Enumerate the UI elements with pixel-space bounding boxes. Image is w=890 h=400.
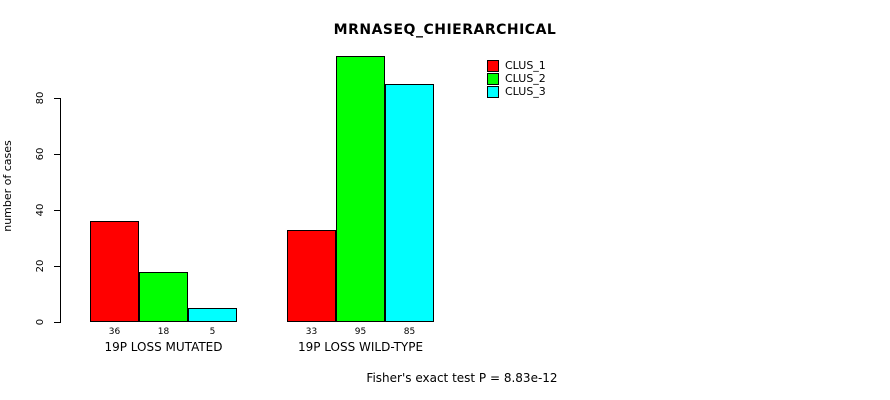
bar-value-label: 5 xyxy=(209,327,216,337)
fisher-test-annotation: Fisher's exact test P = 8.83e-12 xyxy=(366,371,558,385)
bar-value-label: 36 xyxy=(108,327,121,337)
y-tick-label: 0 xyxy=(35,318,46,326)
bar-value-label: 95 xyxy=(354,327,367,337)
legend: CLUS_1 CLUS_2 CLUS_3 xyxy=(487,59,546,98)
bar-clus_2-group-1 xyxy=(139,272,188,322)
y-tick xyxy=(54,210,60,211)
legend-swatch-clus-3 xyxy=(487,85,499,98)
legend-item-clus-3: CLUS_3 xyxy=(487,85,546,98)
y-axis-label: number of cases xyxy=(1,140,14,232)
y-tick xyxy=(54,322,60,323)
y-tick-label: 20 xyxy=(35,259,46,273)
y-tick xyxy=(54,98,60,99)
bar-value-label: 18 xyxy=(157,327,170,337)
legend-swatch-clus-2 xyxy=(487,72,499,85)
bar-clus_1-group-2 xyxy=(287,230,336,322)
legend-item-clus-2: CLUS_2 xyxy=(487,72,546,85)
y-tick xyxy=(54,154,60,155)
x-category-label: 19P LOSS MUTATED xyxy=(104,340,223,354)
legend-label-clus-1: CLUS_1 xyxy=(505,59,546,72)
bar-clus_3-group-2 xyxy=(385,84,434,322)
legend-item-clus-1: CLUS_1 xyxy=(487,59,546,72)
chart-title: MRNASEQ_CHIERARCHICAL xyxy=(333,22,557,38)
bar-clus_3-group-1 xyxy=(188,308,237,322)
y-axis-line xyxy=(60,98,61,323)
y-tick xyxy=(54,266,60,267)
y-tick-label: 80 xyxy=(35,91,46,105)
y-tick-label: 40 xyxy=(35,203,46,217)
legend-label-clus-3: CLUS_3 xyxy=(505,85,546,98)
x-category-label: 19P LOSS WILD-TYPE xyxy=(297,340,424,354)
bar-value-label: 85 xyxy=(403,327,416,337)
legend-swatch-clus-1 xyxy=(487,59,499,72)
bar-clus_1-group-1 xyxy=(90,221,139,322)
bar-clus_2-group-2 xyxy=(336,56,385,322)
y-tick-label: 60 xyxy=(35,147,46,161)
bar-value-label: 33 xyxy=(305,327,318,337)
legend-label-clus-2: CLUS_2 xyxy=(505,72,546,85)
